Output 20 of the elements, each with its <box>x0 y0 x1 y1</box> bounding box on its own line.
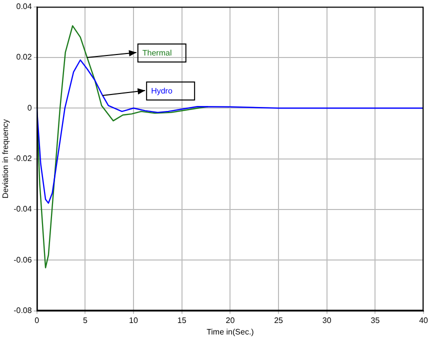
x-axis-title: Time in(Sec.) <box>206 327 254 336</box>
y-tick-label: -0.04 <box>14 204 32 214</box>
text: Thermal <box>142 48 172 58</box>
x-tick-label: 25 <box>274 316 284 325</box>
x-tick-label: 20 <box>226 316 236 325</box>
y-tick-label: -0.06 <box>14 255 32 264</box>
y-tick-label: -0.08 <box>14 306 32 316</box>
x-tick-label: 10 <box>129 316 139 325</box>
x-tick-label: 5 <box>82 316 88 325</box>
y-tick-label: 0.02 <box>16 52 32 62</box>
y-tick-label: 0 <box>27 103 32 112</box>
x-tick-label: 15 <box>177 316 187 325</box>
x-tick-label: 40 <box>419 316 429 325</box>
y-axis-title: Deviation in frequency <box>1 119 10 198</box>
y-tick-label: 0.04 <box>16 2 32 12</box>
x-tick-label: 30 <box>322 316 332 325</box>
x-tick-label: 35 <box>370 316 380 325</box>
x-tick-label: 0 <box>34 316 40 325</box>
y-tick-label: -0.02 <box>14 154 32 164</box>
series-label: Hydro <box>151 86 173 96</box>
